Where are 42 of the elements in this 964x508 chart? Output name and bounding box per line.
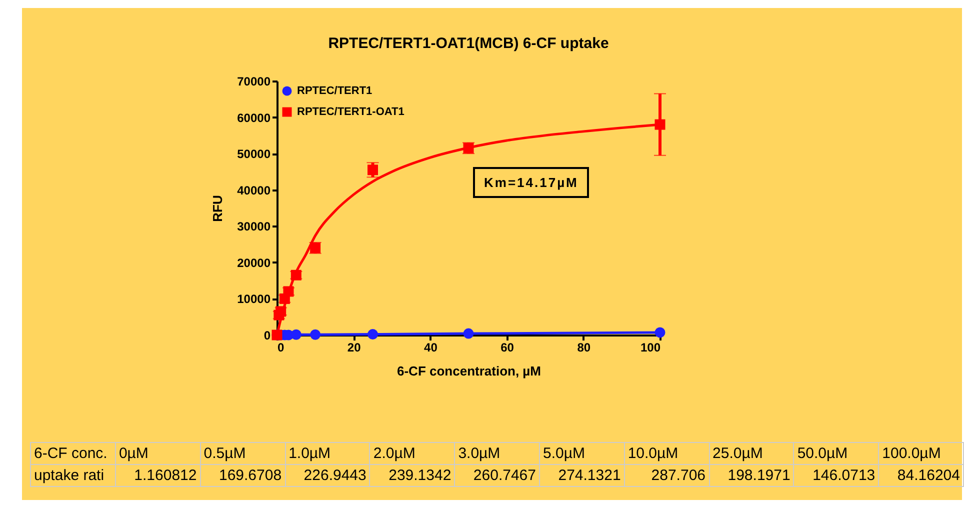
text: 5.0µM [540, 442, 624, 464]
legend-label: RPTEC/TERT1 [297, 85, 372, 97]
text: 6-CF conc. [30, 442, 116, 464]
y-tick-label: 10000 [237, 292, 271, 306]
text: 274.1321 [540, 464, 624, 486]
text: 287.706 [624, 464, 710, 486]
text: 84.16204 [878, 464, 964, 486]
y-tick-label: 50000 [237, 147, 271, 162]
text: 226.9443 [285, 464, 370, 486]
x-tick-label: 100 [640, 340, 661, 354]
x-tick-label: 0 [278, 340, 284, 354]
x-tick-label: 60 [500, 340, 514, 354]
y-tick-label: 40000 [237, 183, 271, 198]
x-tick-label: 20 [347, 340, 362, 354]
y-tick-label: 0 [264, 328, 271, 342]
legend-label: RPTEC/TERT1-OAT1 [297, 106, 404, 118]
text: 0µM [115, 442, 200, 464]
text: 169.6708 [200, 464, 286, 486]
text: 146.0713 [794, 464, 879, 486]
text: 1.160812 [115, 464, 200, 486]
text: 10.0µM [624, 442, 710, 464]
y-tick-label: 60000 [237, 110, 271, 125]
x-tick-label: 80 [577, 340, 591, 354]
y-tick-label: 70000 [237, 74, 271, 88]
x-tick-label: 40 [424, 340, 438, 354]
y-tick-label: 20000 [237, 256, 271, 270]
y-tick-label: 30000 [237, 220, 271, 234]
text: 2.0µM [370, 442, 455, 464]
chart-title: RPTEC/TERT1-OAT1(MCB) 6-CF uptake [328, 35, 609, 52]
text: 198.1971 [709, 464, 794, 486]
text: 25.0µM [709, 442, 794, 464]
text: 3.0µM [454, 442, 540, 464]
y-axis-title: RFU [210, 195, 226, 222]
text: 260.7467 [454, 464, 540, 486]
text: 50.0µM [794, 442, 879, 464]
text: 0.5µM [200, 442, 286, 464]
text: uptake rati [30, 464, 116, 486]
text-box: Km=14.17µM [473, 167, 590, 198]
x-axis-title: 6-CF concentration, µM [397, 364, 541, 378]
text: 1.0µM [285, 442, 370, 464]
text: 100.0µM [878, 442, 964, 464]
text: 239.1342 [370, 464, 455, 486]
